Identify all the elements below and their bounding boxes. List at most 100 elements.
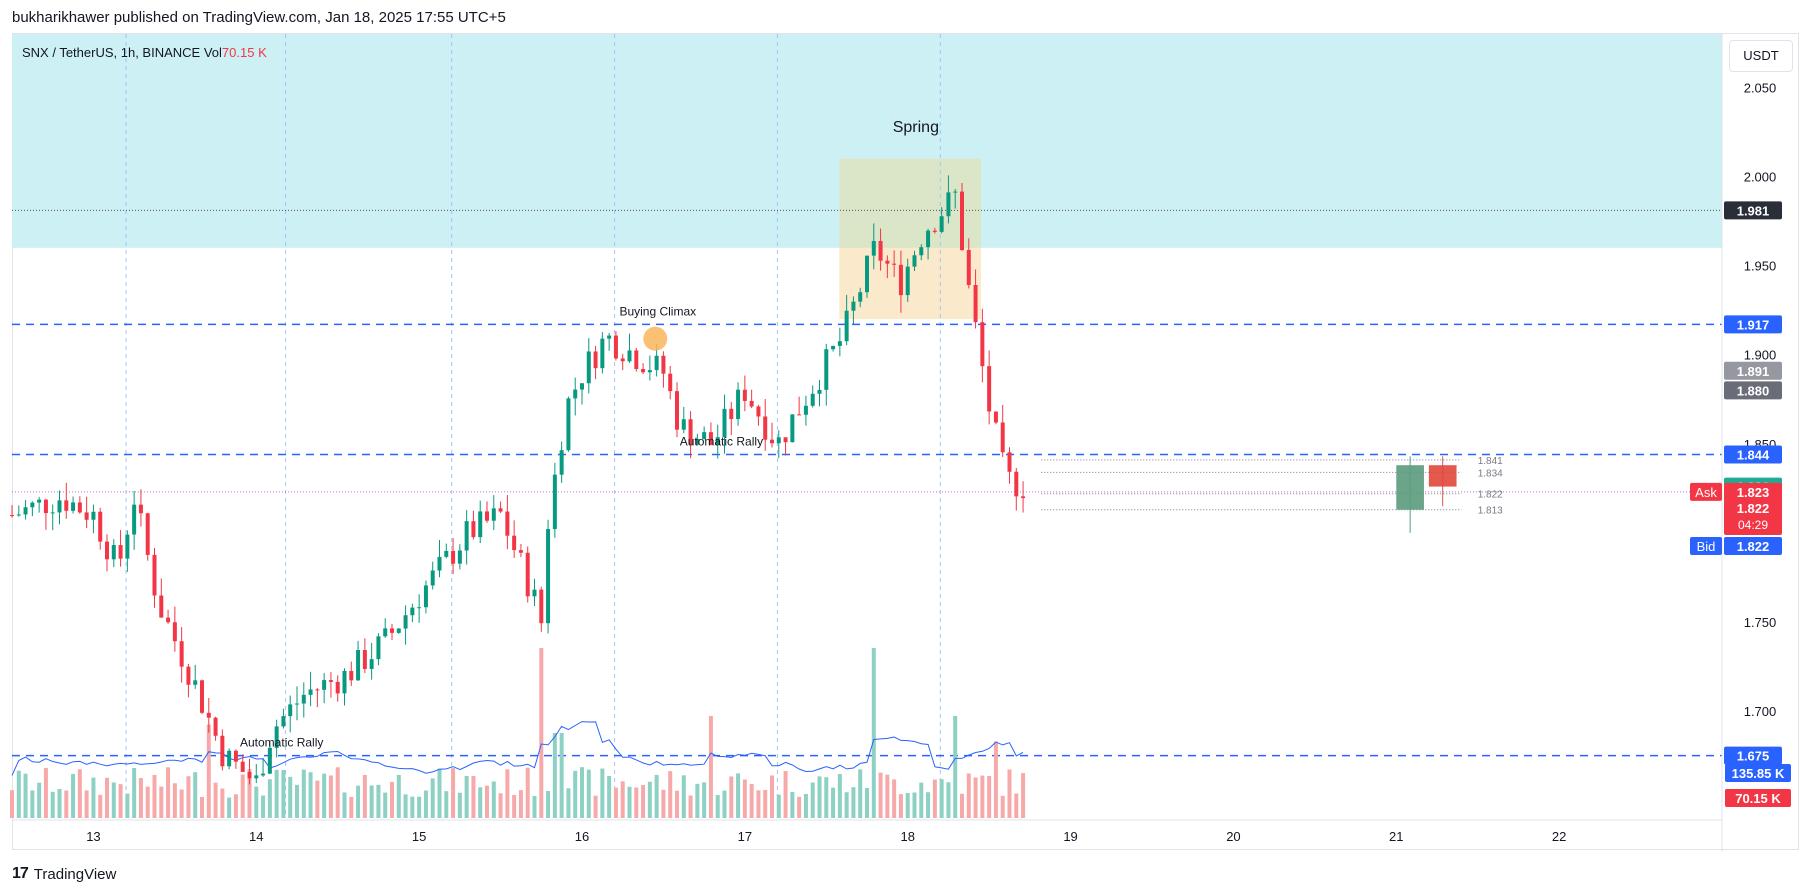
candle bbox=[858, 292, 863, 302]
volume-bar bbox=[966, 773, 971, 818]
volume-bar bbox=[1014, 793, 1019, 818]
volume-bar bbox=[233, 794, 238, 818]
tradingview-brand[interactable]: 17 TradingView bbox=[12, 865, 116, 883]
volume-bar bbox=[912, 792, 917, 818]
candle bbox=[376, 636, 381, 660]
price-label-box bbox=[1724, 499, 1782, 535]
volume-bar bbox=[43, 767, 48, 818]
candle bbox=[30, 502, 35, 508]
candle bbox=[159, 595, 164, 618]
x-tick-label: 21 bbox=[1389, 829, 1403, 844]
y-tick-label: 1.700 bbox=[1744, 704, 1777, 719]
volume-bar bbox=[790, 792, 795, 818]
candle bbox=[295, 703, 299, 705]
legend-symbol: SNX / TetherUS, 1h, BINANCE bbox=[22, 45, 201, 60]
volume-bar bbox=[132, 767, 137, 818]
candle bbox=[410, 607, 415, 616]
candle bbox=[749, 400, 754, 407]
price-tag-ask: Ask bbox=[1695, 485, 1717, 500]
volume-bar bbox=[898, 794, 903, 818]
candle bbox=[91, 511, 96, 520]
candle bbox=[559, 450, 564, 475]
candle bbox=[471, 521, 476, 538]
candle bbox=[518, 550, 523, 553]
candle bbox=[593, 351, 598, 369]
candle bbox=[451, 550, 456, 564]
volume-bar bbox=[797, 796, 802, 818]
candle bbox=[987, 366, 992, 412]
volume-bar bbox=[145, 786, 150, 818]
volume-bar bbox=[613, 787, 618, 818]
volume-bar bbox=[64, 790, 69, 818]
candle bbox=[220, 735, 225, 767]
candle bbox=[810, 393, 815, 406]
candle bbox=[179, 641, 184, 667]
volume-bar bbox=[288, 776, 293, 818]
currency-unit-button[interactable]: USDT bbox=[1729, 40, 1793, 72]
volume-bar bbox=[858, 769, 863, 818]
volume-bar bbox=[91, 777, 96, 818]
buying-climax-label: Buying Climax bbox=[619, 305, 696, 319]
candle bbox=[932, 230, 937, 232]
price-label: 1.917 bbox=[1737, 317, 1770, 332]
candle bbox=[437, 556, 442, 571]
candle bbox=[647, 370, 652, 373]
candle bbox=[105, 541, 109, 560]
candle bbox=[308, 689, 313, 695]
candle bbox=[546, 529, 551, 624]
candle bbox=[837, 341, 842, 346]
volume-bar bbox=[905, 793, 910, 818]
candle bbox=[186, 666, 191, 685]
candle bbox=[37, 499, 42, 503]
volume-bar bbox=[776, 794, 781, 818]
volume-bar bbox=[851, 787, 856, 818]
price-tag-box bbox=[1690, 482, 1722, 501]
candle bbox=[783, 437, 788, 443]
volume-bar bbox=[518, 790, 523, 818]
volume-bar bbox=[200, 796, 204, 818]
candle bbox=[1021, 496, 1026, 499]
candle bbox=[532, 589, 537, 597]
candle bbox=[953, 191, 958, 193]
candle bbox=[390, 628, 394, 633]
volume-bar bbox=[220, 788, 225, 818]
candle bbox=[247, 771, 252, 779]
volume-bar bbox=[369, 785, 374, 818]
volume-bar bbox=[681, 775, 686, 818]
volume-bar bbox=[654, 774, 659, 818]
price-label-box bbox=[1724, 315, 1782, 334]
volume-bar bbox=[946, 782, 951, 818]
price-label-box bbox=[1724, 482, 1782, 501]
volume-bar bbox=[722, 790, 727, 818]
volume-bar bbox=[885, 774, 890, 818]
candle bbox=[16, 514, 21, 516]
volume-bar bbox=[708, 716, 713, 818]
volume-bar bbox=[444, 791, 449, 818]
candle bbox=[396, 628, 401, 633]
candle bbox=[539, 589, 544, 624]
volume-bar bbox=[573, 770, 578, 818]
candle bbox=[851, 301, 856, 311]
volume-bar bbox=[390, 781, 394, 818]
volume-bar bbox=[261, 795, 266, 818]
candle bbox=[627, 350, 632, 362]
volume-bar bbox=[451, 768, 456, 818]
candle bbox=[288, 704, 293, 717]
volume-bar bbox=[213, 782, 218, 818]
candle bbox=[261, 773, 266, 776]
candle bbox=[362, 650, 367, 669]
volume-bar bbox=[593, 795, 598, 818]
volume-bar bbox=[580, 767, 584, 818]
candle bbox=[23, 507, 28, 515]
candle bbox=[464, 521, 469, 551]
volume-bar bbox=[1000, 795, 1005, 818]
volume-bar bbox=[993, 741, 998, 818]
candle bbox=[980, 322, 985, 367]
volume-bar bbox=[939, 779, 944, 818]
volume-bar bbox=[471, 775, 476, 818]
candle bbox=[118, 545, 123, 559]
candle bbox=[335, 681, 340, 694]
candle bbox=[926, 230, 931, 248]
candle bbox=[641, 368, 646, 373]
